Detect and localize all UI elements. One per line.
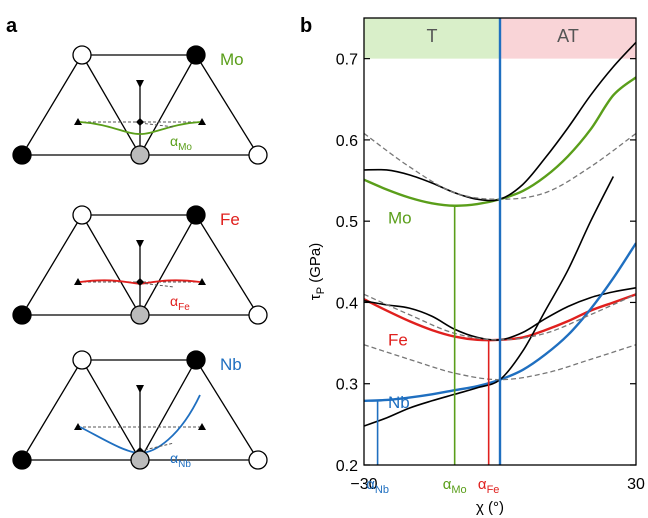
alpha-label-main: α [170, 293, 178, 309]
center-diamond-marker [136, 278, 144, 286]
region-t-band [364, 18, 500, 59]
plot-frame [363, 17, 637, 466]
y-tick-label: 0.3 [336, 377, 358, 394]
y-tick-label: 0.2 [336, 458, 358, 475]
lattice-edge [139, 54, 197, 156]
filled-atom [12, 450, 32, 470]
lattice-edge [195, 54, 259, 156]
alpha-tick-nb: αNb [366, 476, 389, 496]
y-axis-label: τP (GPa) [307, 243, 327, 300]
alpha-tick-fe: αFe [478, 476, 500, 496]
element-label: Fe [220, 210, 240, 229]
alpha-label: αFe [170, 293, 190, 313]
x-tick-label-left: −30 [350, 476, 377, 493]
alpha-label-sub: Nb [178, 459, 191, 470]
left-triangle-marker [74, 278, 82, 285]
series-label-mo: Mo [388, 209, 412, 228]
region-at-band [500, 18, 636, 59]
filled-atom [186, 205, 206, 225]
y-ticks: 0.2 0.3 0.4 0.5 0.6 0.7 [336, 52, 636, 475]
right-triangle-marker [198, 278, 206, 285]
y-tick-label: 0.4 [336, 295, 358, 312]
left-triangle-marker [74, 118, 82, 125]
right-triangle-marker [198, 118, 206, 125]
angle-dashed-line [139, 442, 175, 452]
alpha-drop-lines [376, 205, 490, 465]
alpha-tick-sub: Fe [487, 484, 500, 496]
y-axis-label-unit: (GPa) [307, 243, 324, 287]
center-diamond-marker [136, 118, 144, 126]
region-at-label: AT [557, 26, 579, 46]
alpha-label-main: α [170, 450, 178, 466]
region-t-label: T [427, 26, 438, 46]
element-label: Nb [220, 355, 242, 374]
filled-atom [12, 305, 32, 325]
alpha-tick-sub: Nb [375, 484, 389, 496]
alpha-tick-main: α [478, 476, 487, 493]
alpha-tick-mo: αMo [443, 476, 467, 496]
y-tick-label: 0.7 [336, 52, 358, 69]
open-atom [248, 145, 268, 165]
y-axis-label-sub: P [315, 287, 327, 294]
lattice-edge [139, 214, 197, 316]
open-atom [72, 350, 92, 370]
lattice-edge [195, 359, 259, 461]
open-atom [72, 45, 92, 65]
y-tick-label: 0.5 [336, 214, 358, 231]
alpha-label: αNb [170, 450, 191, 470]
alpha-label-sub: Mo [178, 142, 192, 153]
angle-dashed-line [139, 282, 175, 288]
filled-atom [186, 45, 206, 65]
lattice-edge [21, 214, 83, 316]
lattice-edge [21, 54, 83, 156]
open-atom [248, 305, 268, 325]
y-axis-label-main: τ [307, 294, 324, 300]
y-tick-label: 0.6 [336, 133, 358, 150]
series-label-fe: Fe [388, 331, 408, 350]
filled-atom [186, 350, 206, 370]
open-atom [248, 450, 268, 470]
lattice-edge [81, 214, 141, 316]
left-triangle-marker [74, 423, 82, 430]
down-triangle-marker [136, 385, 144, 393]
alpha-tick-main: α [443, 476, 452, 493]
alpha-label: αMo [170, 133, 192, 153]
alpha-label-main: α [170, 133, 178, 149]
alpha-label-sub: Fe [178, 302, 190, 313]
panel-a-label: a [6, 15, 18, 37]
gray-atom [130, 450, 150, 470]
right-triangle-marker [198, 423, 206, 430]
gray-atom [130, 305, 150, 325]
lattice-edge [21, 359, 83, 461]
angle-dashed-line [139, 122, 175, 128]
element-label: Mo [220, 50, 244, 69]
open-atom [72, 205, 92, 225]
dislocation-path [79, 121, 201, 135]
lattice-edge [81, 359, 141, 461]
series-label-nb: Nb [388, 393, 410, 412]
filled-atom [12, 145, 32, 165]
down-triangle-marker [136, 80, 144, 88]
lattice-edge [81, 54, 141, 156]
alpha-tick-main: α [366, 476, 375, 493]
lattice-edge [139, 359, 197, 461]
gray-atom [130, 145, 150, 165]
panel-b-label: b [300, 15, 312, 37]
down-triangle-marker [136, 240, 144, 248]
x-axis-label: χ (°) [476, 499, 504, 516]
lattice-edge [195, 214, 259, 316]
alpha-tick-sub: Mo [451, 484, 466, 496]
x-tick-label-right: 30 [627, 476, 645, 493]
series-labels: Mo Fe Nb [388, 209, 412, 412]
